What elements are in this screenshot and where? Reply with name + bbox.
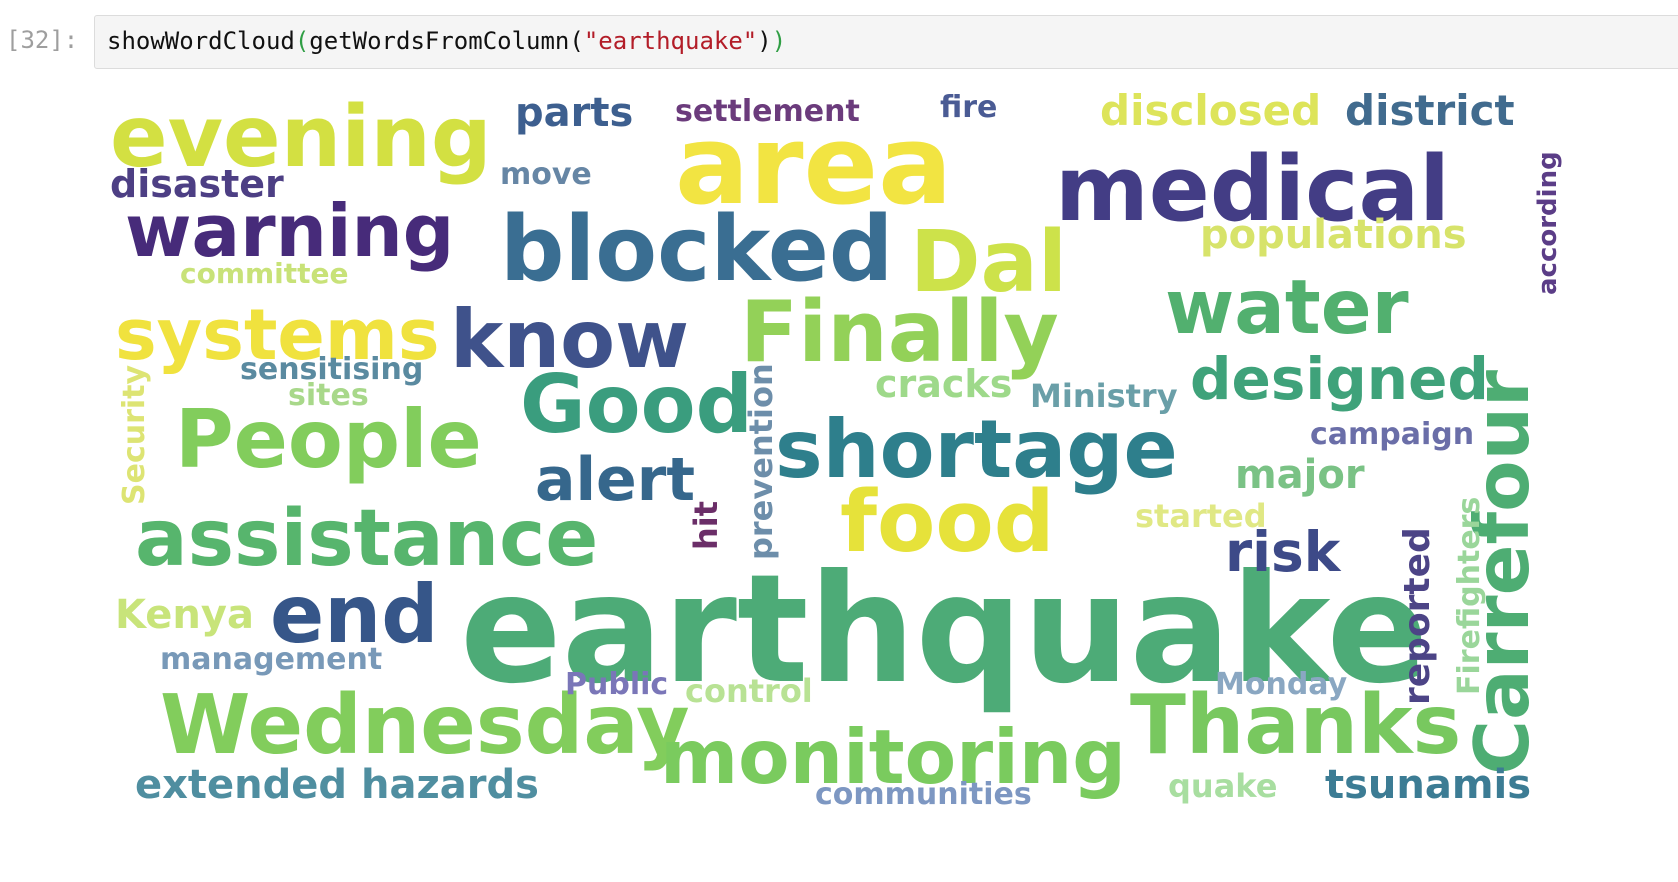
wordcloud-word-according: according (1533, 151, 1563, 295)
wordcloud-word-know: know (450, 293, 690, 386)
open-paren: ( (294, 27, 310, 55)
execution-count: [32]: (6, 26, 79, 54)
wordcloud-word-prevention: prevention (742, 363, 780, 560)
wordcloud-word-monday: Monday (1215, 667, 1348, 702)
wordcloud-word-settlement: settlement (675, 94, 860, 129)
wordcloud-word-warning: warning (125, 189, 455, 273)
code-line[interactable]: showWordCloud(getWordsFromColumn("earthq… (107, 27, 786, 55)
wordcloud-word-ministry: Ministry (1030, 377, 1178, 415)
wordcloud-word-campaign: campaign (1310, 417, 1475, 452)
wordcloud-word-communities: communities (815, 777, 1032, 812)
wordcloud-word-designed: designed (1190, 345, 1489, 413)
wordcloud-word-committee: committee (180, 257, 349, 290)
wordcloud-word-food: food (840, 473, 1055, 572)
inner-function-name: getWordsFromColumn (309, 27, 570, 55)
wordcloud-word-disclosed: disclosed (1100, 86, 1322, 135)
wordcloud-word-extended-hazards: extended hazards (135, 762, 539, 808)
wordcloud-word-risk: risk (1225, 520, 1341, 584)
wordcloud-word-major: major (1235, 452, 1365, 498)
wordcloud-word-area: area (675, 101, 953, 229)
wordcloud-word-cracks: cracks (875, 362, 1013, 406)
wordcloud-word-populations: populations (1200, 212, 1467, 258)
wordcloud-word-move: move (500, 157, 592, 192)
wordcloud-word-management: management (160, 642, 383, 677)
wordcloud-word-sensitising: sensitising (240, 352, 424, 387)
wordcloud-word-systems: systems (115, 294, 440, 376)
wordcloud-word-thanks: Thanks (1130, 678, 1462, 773)
close-paren: ) (771, 27, 787, 55)
string-argument: "earthquake" (583, 27, 758, 55)
wordcloud-word-dal: Dal (910, 213, 1068, 312)
function-name: showWordCloud (107, 27, 295, 55)
inner-open-paren: ( (569, 27, 584, 55)
wordcloud-word-water: water (1165, 263, 1409, 351)
wordcloud-word-fire: fire (940, 90, 998, 125)
wordcloud-word-firefighters: Firefighters (1452, 496, 1487, 695)
wordcloud-word-disaster: disaster (110, 162, 284, 206)
wordcloud-word-parts: parts (515, 90, 634, 136)
wordcloud-word-earthquake: earthquake (460, 543, 1429, 717)
wordcloud-word-wednesday: Wednesday (160, 678, 690, 773)
wordcloud-word-shortage: shortage (775, 403, 1178, 496)
wordcloud-word-sites: sites (288, 378, 369, 413)
wordcloud-word-assistance: assistance (135, 494, 599, 584)
inner-close-paren: ) (757, 27, 772, 55)
wordcloud-word-people: People (175, 393, 482, 486)
wordcloud-word-blocked: blocked (500, 197, 894, 302)
wordcloud-word-end: end (270, 568, 439, 661)
wordcloud-word-tsunamis: tsunamis (1325, 762, 1532, 808)
wordcloud-word-control: control (685, 672, 813, 710)
wordcloud-word-monitoring: monitoring (660, 713, 1126, 801)
wordcloud-word-quake: quake (1168, 767, 1278, 805)
wordcloud-word-started: started (1135, 497, 1267, 535)
code-input-cell[interactable]: showWordCloud(getWordsFromColumn("earthq… (94, 15, 1678, 69)
wordcloud-word-reported: reported (1397, 527, 1438, 705)
wordcloud-output: earthquake area medical blocked warning eveni… (110, 85, 1660, 875)
wordcloud-word-kenya: Kenya (115, 592, 254, 638)
wordcloud-word-finally: Finally (740, 283, 1059, 382)
wordcloud-word-alert: alert (535, 445, 696, 515)
wordcloud-word-public: Public (565, 667, 669, 702)
wordcloud-word-security: Security (117, 364, 152, 505)
wordcloud-word-medical: medical (1055, 137, 1451, 242)
wordcloud-word-district: district (1345, 86, 1515, 135)
wordcloud-word-good: Good (520, 358, 753, 451)
wordcloud-word-evening: evening (110, 88, 492, 187)
wordcloud-word-hit: hit (687, 500, 725, 550)
